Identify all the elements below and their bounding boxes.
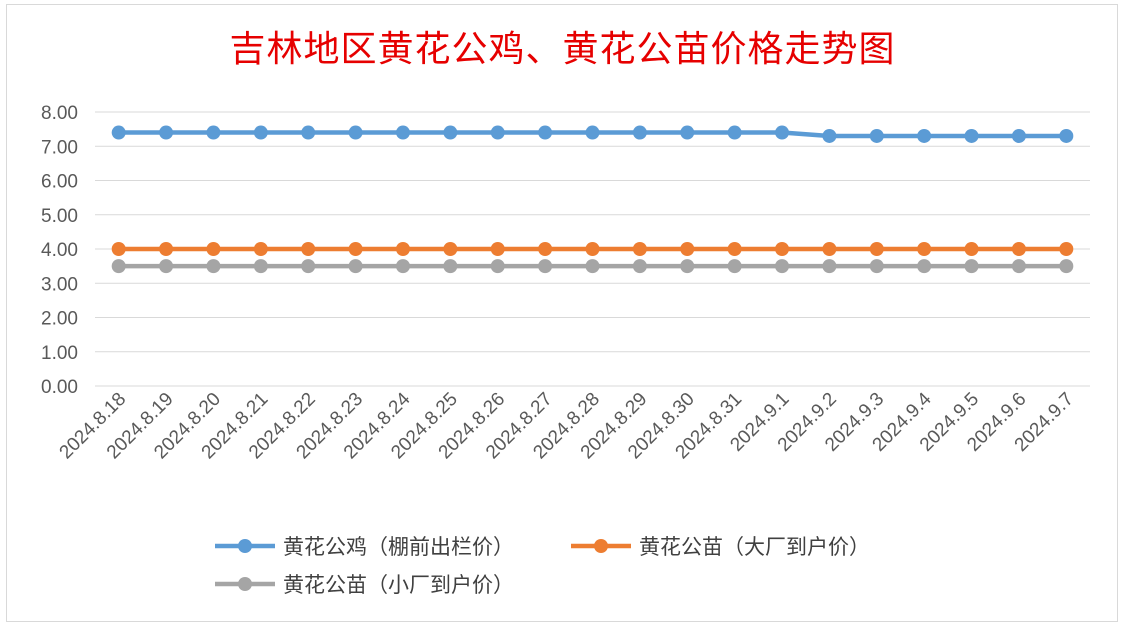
data-point: [538, 125, 553, 140]
x-axis-tick-labels: 2024.8.182024.8.192024.8.202024.8.212024…: [56, 388, 1078, 463]
data-point: [1011, 128, 1026, 143]
y-tick-label: 7.00: [41, 137, 78, 158]
data-point: [585, 242, 600, 256]
y-tick-label: 8.00: [41, 103, 78, 124]
data-point: [1059, 242, 1074, 256]
data-point: [348, 259, 363, 274]
legend-swatch-marker: [594, 539, 608, 553]
data-point: [301, 125, 316, 140]
data-point: [1059, 259, 1074, 274]
data-point: [490, 125, 505, 140]
data-point: [159, 125, 174, 140]
data-point: [869, 242, 884, 256]
data-point: [111, 259, 126, 274]
y-tick-label: 4.00: [41, 240, 78, 261]
data-point: [917, 128, 932, 143]
legend-label: 黄花公鸡（棚前出栏价）: [283, 535, 514, 559]
data-point: [964, 242, 979, 256]
data-point: [727, 259, 742, 274]
data-point: [395, 242, 410, 256]
y-tick-label: 3.00: [41, 274, 78, 295]
data-point: [822, 259, 837, 274]
data-point: [869, 128, 884, 143]
data-point: [253, 242, 268, 256]
data-point: [443, 125, 458, 140]
data-point: [253, 259, 268, 274]
data-point: [1011, 259, 1026, 274]
chart-frame: [6, 4, 1118, 622]
legend-item-1: 黄花公苗（大厂到户价）: [571, 535, 870, 559]
data-point: [632, 125, 647, 140]
series-layer: [111, 125, 1074, 274]
legend-item-2: 黄花公苗（小厂到户价）: [215, 573, 514, 597]
data-point: [443, 259, 458, 274]
grid-lines: [95, 111, 1090, 387]
data-point: [206, 259, 221, 274]
data-point: [538, 259, 553, 274]
y-tick-label: 5.00: [41, 206, 78, 227]
data-point: [680, 259, 695, 274]
data-point: [775, 125, 790, 140]
data-point: [490, 242, 505, 256]
data-point: [1059, 128, 1074, 143]
data-point: [1011, 242, 1026, 256]
data-point: [301, 259, 316, 274]
legend-label: 黄花公苗（大厂到户价）: [639, 535, 870, 559]
series-1: [111, 242, 1074, 256]
data-point: [775, 242, 790, 256]
data-point: [964, 128, 979, 143]
data-point: [964, 259, 979, 274]
data-point: [680, 242, 695, 256]
chart-title: 吉林地区黄花公鸡、黄花公苗价格走势图: [229, 29, 896, 70]
data-point: [822, 128, 837, 143]
legend-swatch-marker: [238, 577, 252, 591]
data-point: [159, 242, 174, 256]
y-tick-label: 1.00: [41, 343, 78, 364]
data-point: [775, 259, 790, 274]
data-point: [206, 242, 221, 256]
data-point: [111, 242, 126, 256]
data-point: [395, 259, 410, 274]
legend-swatch-marker: [238, 539, 252, 553]
data-point: [538, 242, 553, 256]
data-point: [917, 259, 932, 274]
data-point: [632, 259, 647, 274]
data-point: [727, 125, 742, 140]
data-point: [490, 259, 505, 274]
data-point: [869, 259, 884, 274]
legend-item-0: 黄花公鸡（棚前出栏价）: [215, 535, 514, 559]
data-point: [111, 125, 126, 140]
data-point: [585, 125, 600, 140]
legend-label: 黄花公苗（小厂到户价）: [283, 573, 514, 597]
y-axis-tick-labels: 0.00 1.00 2.00 3.00 4.00 5.00 6.00 7.00 8.00: [41, 103, 78, 398]
data-point: [348, 242, 363, 256]
data-point: [348, 125, 363, 140]
data-point: [301, 242, 316, 256]
legend: 黄花公鸡（棚前出栏价） 黄花公苗（大厂到户价） 黄花公苗（小厂到户价）: [215, 535, 870, 597]
data-point: [632, 242, 647, 256]
data-point: [159, 259, 174, 274]
data-point: [822, 242, 837, 256]
data-point: [680, 125, 695, 140]
y-tick-label: 6.00: [41, 172, 78, 193]
series-2: [111, 259, 1074, 274]
data-point: [917, 242, 932, 256]
data-point: [395, 125, 410, 140]
data-point: [585, 259, 600, 274]
y-tick-label: 0.00: [41, 377, 78, 398]
series-0: [111, 125, 1074, 143]
data-point: [206, 125, 221, 140]
data-point: [727, 242, 742, 256]
data-point: [443, 242, 458, 256]
y-tick-label: 2.00: [41, 309, 78, 330]
data-point: [253, 125, 268, 140]
